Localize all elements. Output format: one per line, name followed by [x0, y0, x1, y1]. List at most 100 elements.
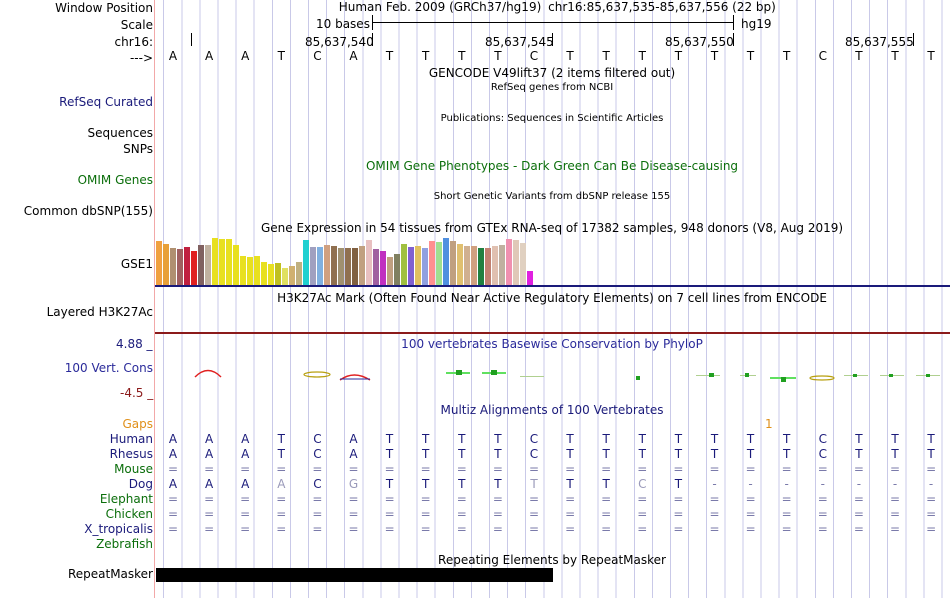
species-label[interactable]: X_tropicalis	[84, 522, 153, 536]
gtex-tissue-bar[interactable]	[387, 257, 393, 285]
gtex-tissue-bar[interactable]	[429, 241, 435, 285]
sequences-track-label[interactable]: Sequences	[87, 126, 153, 140]
alignment-base: =	[312, 462, 323, 476]
conservation-plot[interactable]	[0, 0, 950, 400]
gtex-tissue-bar[interactable]	[520, 243, 526, 285]
gtex-tissue-bar[interactable]	[289, 266, 295, 285]
gtex-tissue-bar[interactable]	[450, 241, 456, 285]
gtex-tissue-bar[interactable]	[478, 248, 484, 285]
gtex-tissue-bar[interactable]	[212, 238, 218, 285]
gtex-tissue-bar[interactable]	[247, 257, 253, 285]
gtex-tissue-bar[interactable]	[296, 262, 302, 285]
gtex-tissue-bar[interactable]	[219, 239, 225, 285]
omim-track-label[interactable]: OMIM Genes	[77, 173, 153, 187]
repeatmasker-track-label[interactable]: RepeatMasker	[67, 567, 153, 581]
gtex-tissue-bar[interactable]	[436, 242, 442, 285]
alignment-base: =	[889, 492, 901, 506]
gtex-tissue-bar[interactable]	[338, 248, 344, 285]
gtex-tissue-bar[interactable]	[457, 244, 463, 285]
refseq-track-label[interactable]: RefSeq Curated	[59, 95, 153, 109]
gtex-tissue-bar[interactable]	[310, 247, 316, 285]
gtex-tissue-bar[interactable]	[401, 244, 407, 285]
gtex-tissue-bar[interactable]	[499, 245, 505, 285]
gtex-tissue-bar[interactable]	[513, 240, 519, 285]
gtex-tissue-bar[interactable]	[527, 271, 533, 285]
gtex-tissue-bar[interactable]	[506, 239, 512, 285]
gtex-tissue-bar[interactable]	[422, 248, 428, 285]
gtex-tissue-bar[interactable]	[380, 251, 386, 285]
species-label[interactable]: Zebrafish	[96, 537, 153, 551]
gtex-tissue-bar[interactable]	[156, 241, 162, 285]
gtex-tissue-bar[interactable]	[268, 264, 274, 285]
gtex-tissue-bar[interactable]	[226, 239, 232, 285]
sequence-base: T	[674, 49, 683, 63]
conservation-track-title[interactable]: 100 vertebrates Basewise Conservation by…	[401, 337, 703, 351]
gtex-tissue-bar[interactable]	[205, 245, 211, 285]
gtex-expression-chart[interactable]	[156, 237, 536, 285]
gtex-tissue-bar[interactable]	[177, 249, 183, 285]
gtex-track-label[interactable]: GSE1	[120, 257, 153, 271]
species-label[interactable]: Human	[109, 432, 153, 446]
h3k27ac-track-label[interactable]: Layered H3K27Ac	[46, 305, 153, 319]
dbsnp-track-label[interactable]: Common dbSNP(155)	[23, 204, 153, 218]
gtex-track-title[interactable]: Gene Expression in 54 tissues from GTEx …	[260, 221, 844, 235]
gtex-tissue-bar[interactable]	[345, 248, 351, 285]
conservation-track-label[interactable]: 100 Vert. Cons	[64, 361, 153, 375]
publications-track-title[interactable]: Publications: Sequences in Scientific Ar…	[440, 113, 664, 124]
gtex-tissue-bar[interactable]	[366, 240, 372, 285]
gtex-tissue-bar[interactable]	[324, 245, 330, 285]
gtex-tissue-bar[interactable]	[352, 248, 358, 285]
repeatmasker-element[interactable]	[156, 568, 553, 582]
gtex-tissue-bar[interactable]	[275, 263, 281, 285]
h3k27ac-track-title[interactable]: H3K27Ac Mark (Often Found Near Active Re…	[277, 291, 827, 305]
gtex-tissue-bar[interactable]	[317, 247, 323, 285]
gtex-tissue-bar[interactable]	[233, 245, 239, 285]
gaps-label: Gaps	[122, 417, 153, 431]
repeatmasker-track-title[interactable]: Repeating Elements by RepeatMasker	[438, 553, 666, 567]
gencode-track-title[interactable]: GENCODE V49lift37 (2 items filtered out)	[428, 66, 676, 80]
gtex-tissue-bar[interactable]	[198, 245, 204, 285]
gtex-tissue-bar[interactable]	[471, 246, 477, 285]
gtex-tissue-bar[interactable]	[443, 238, 449, 285]
gtex-tissue-bar[interactable]	[184, 247, 190, 285]
gtex-tissue-bar[interactable]	[415, 246, 421, 285]
gtex-tissue-bar[interactable]	[464, 246, 470, 285]
alignment-base: T	[710, 447, 719, 461]
alignment-base: =	[167, 522, 179, 536]
omim-track-title[interactable]: OMIM Gene Phenotypes - Dark Green Can Be…	[365, 159, 739, 173]
gtex-tissue-bar[interactable]	[240, 256, 246, 285]
gtex-tissue-bar[interactable]	[394, 254, 400, 285]
dbsnp-track-title[interactable]: Short Genetic Variants from dbSNP releas…	[433, 191, 671, 202]
alignment-base: =	[348, 522, 359, 536]
gtex-tissue-bar[interactable]	[492, 246, 498, 285]
sequence-base: T	[458, 49, 466, 63]
gtex-baseline	[155, 285, 950, 287]
alignment-base: A	[277, 477, 286, 491]
gtex-tissue-bar[interactable]	[254, 256, 260, 285]
gtex-tissue-bar[interactable]	[282, 268, 288, 285]
snps-track-label[interactable]: SNPs	[123, 142, 153, 156]
gtex-tissue-bar[interactable]	[485, 248, 491, 285]
gtex-tissue-bar[interactable]	[170, 248, 176, 285]
gtex-tissue-bar[interactable]	[359, 246, 365, 285]
species-label[interactable]: Elephant	[99, 492, 153, 506]
alignment-base: T	[385, 432, 394, 446]
multiz-track-title[interactable]: Multiz Alignments of 100 Vertebrates	[440, 403, 664, 417]
alignment-base: =	[528, 462, 540, 476]
gtex-tissue-bar[interactable]	[408, 247, 414, 285]
species-label[interactable]: Rhesus	[109, 447, 153, 461]
gtex-tissue-bar[interactable]	[191, 251, 197, 285]
species-label[interactable]: Chicken	[105, 507, 153, 521]
alignment-base: T	[674, 432, 683, 446]
gtex-tissue-bar[interactable]	[331, 246, 337, 285]
gtex-tissue-bar[interactable]	[373, 249, 379, 285]
gtex-tissue-bar[interactable]	[303, 240, 309, 285]
refseq-track-title[interactable]: RefSeq genes from NCBI	[490, 82, 614, 93]
scale-label: Scale	[120, 18, 153, 32]
alignment-base: =	[853, 522, 864, 536]
gtex-tissue-bar[interactable]	[261, 262, 267, 285]
species-label[interactable]: Mouse	[114, 462, 153, 476]
gtex-tissue-bar[interactable]	[163, 244, 169, 285]
species-label[interactable]: Dog	[128, 477, 153, 491]
